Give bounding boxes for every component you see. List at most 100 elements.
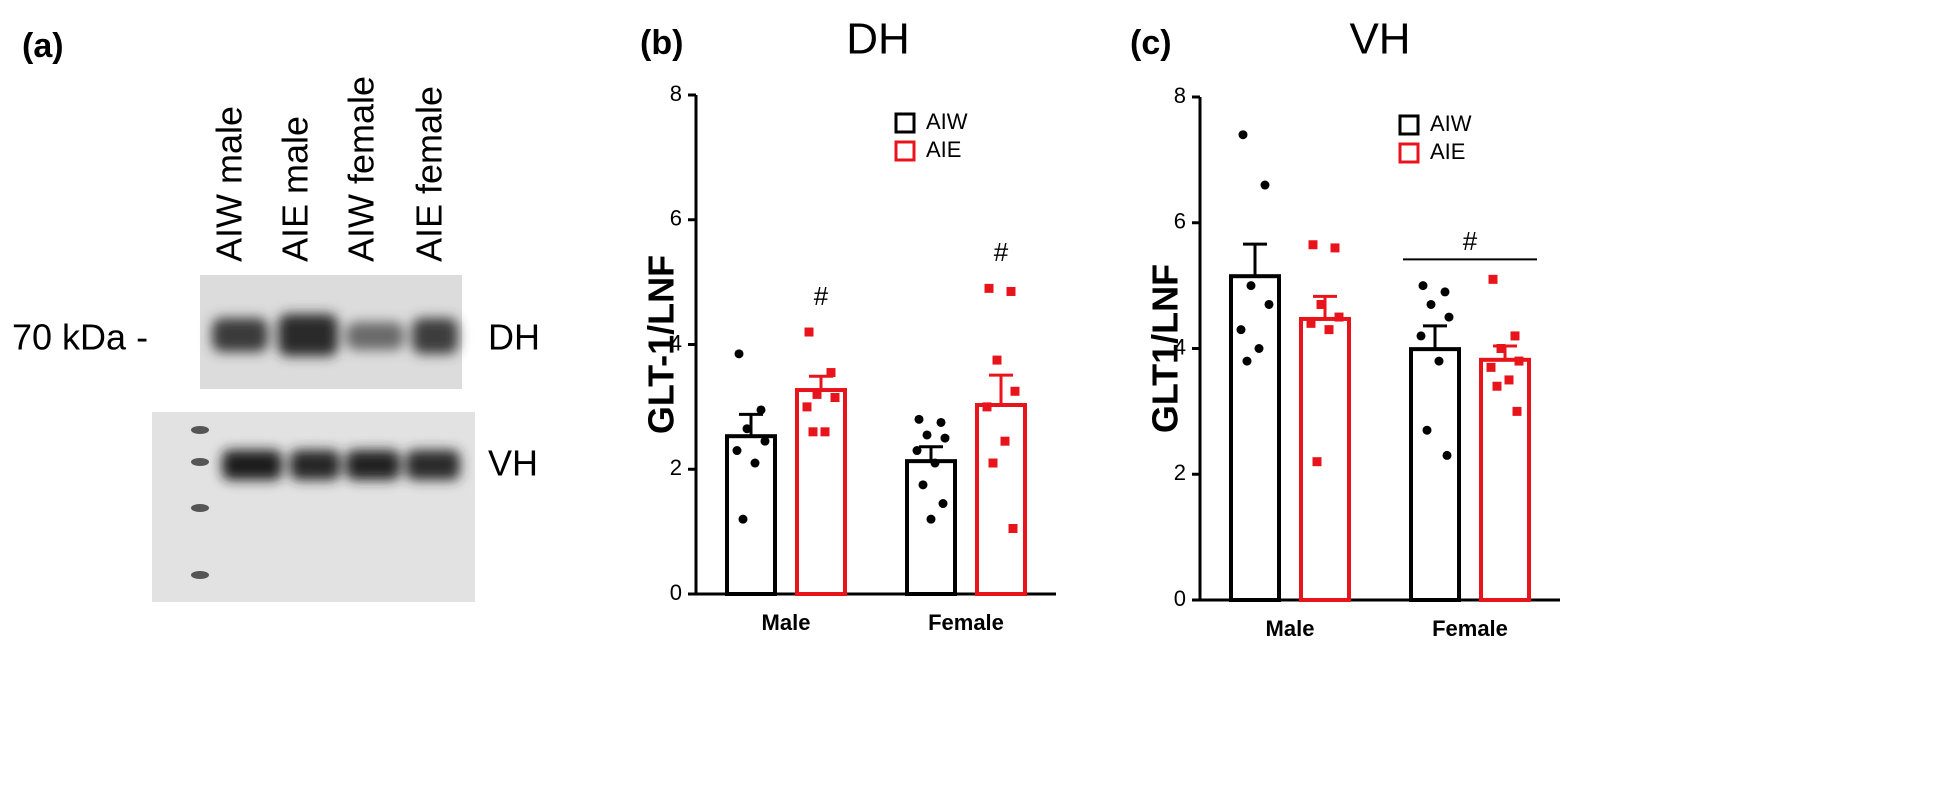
lane-label: AIE male bbox=[275, 116, 316, 262]
legend-marker bbox=[1398, 142, 1420, 164]
row-label: VH bbox=[488, 443, 538, 484]
y-axis-label: GLT-1/LNF bbox=[641, 255, 682, 434]
y-tick-label: 0 bbox=[670, 580, 682, 605]
data-point bbox=[1008, 524, 1018, 534]
data-point bbox=[1510, 331, 1520, 341]
data-point bbox=[1488, 274, 1498, 284]
data-point bbox=[930, 458, 940, 468]
annotation: # bbox=[994, 237, 1009, 267]
data-point bbox=[938, 499, 948, 509]
data-point bbox=[738, 514, 748, 524]
bar bbox=[1479, 357, 1531, 602]
data-point bbox=[826, 368, 836, 378]
data-point bbox=[1312, 457, 1322, 467]
y-tick-label: 4 bbox=[670, 330, 682, 355]
legend-label: AIW bbox=[1430, 111, 1472, 136]
data-point bbox=[912, 446, 922, 456]
data-point bbox=[812, 389, 822, 399]
data-point bbox=[750, 458, 760, 468]
data-point bbox=[756, 405, 766, 415]
legend-label: AIE bbox=[1430, 139, 1465, 164]
data-point bbox=[1444, 312, 1454, 322]
legend-marker bbox=[1398, 114, 1420, 136]
bar bbox=[725, 434, 777, 596]
data-point bbox=[1236, 325, 1246, 335]
data-point bbox=[1486, 362, 1496, 372]
data-point bbox=[1264, 299, 1274, 309]
data-point bbox=[1242, 356, 1252, 366]
annotation: # bbox=[814, 281, 829, 311]
legend-label: AIW bbox=[926, 109, 968, 134]
data-point bbox=[1442, 450, 1452, 460]
data-point bbox=[1330, 243, 1340, 253]
data-point bbox=[820, 427, 830, 437]
y-tick-label: 4 bbox=[1174, 334, 1186, 359]
data-point bbox=[742, 424, 752, 434]
ladder bbox=[191, 426, 209, 579]
blot-dh-bands bbox=[212, 314, 458, 356]
chart-title: VH bbox=[1349, 15, 1410, 64]
data-point bbox=[1006, 286, 1016, 296]
blot-vh-bands bbox=[222, 450, 460, 480]
data-point bbox=[922, 430, 932, 440]
lane-labels: AIW male AIE male AIW female AIE female bbox=[209, 76, 450, 262]
data-point bbox=[1416, 331, 1426, 341]
data-point bbox=[1000, 436, 1010, 446]
data-point bbox=[808, 427, 818, 437]
data-point bbox=[734, 349, 744, 359]
y-tick-label: 0 bbox=[1174, 586, 1186, 611]
data-point bbox=[1422, 425, 1432, 435]
row-label: DH bbox=[488, 317, 540, 358]
data-point bbox=[1246, 281, 1256, 291]
y-tick-label: 6 bbox=[1174, 209, 1186, 234]
annotation: # bbox=[1463, 226, 1478, 256]
data-point bbox=[982, 402, 992, 412]
data-point bbox=[804, 327, 814, 337]
y-tick-label: 2 bbox=[670, 455, 682, 480]
data-point bbox=[1306, 318, 1316, 328]
marker-label: 70 kDa - bbox=[12, 317, 148, 358]
y-tick-label: 2 bbox=[1174, 460, 1186, 485]
data-point bbox=[1334, 312, 1344, 322]
data-point bbox=[1514, 356, 1524, 366]
data-point bbox=[760, 436, 770, 446]
legend-marker bbox=[894, 112, 916, 134]
data-point bbox=[988, 458, 998, 468]
chart-title: DH bbox=[846, 15, 910, 64]
data-point bbox=[1426, 299, 1436, 309]
data-point bbox=[1440, 287, 1450, 297]
data-point bbox=[1316, 299, 1326, 309]
data-point bbox=[1238, 130, 1248, 140]
data-point bbox=[1260, 180, 1270, 190]
bar bbox=[1299, 316, 1351, 602]
y-tick-label: 8 bbox=[670, 81, 682, 106]
lane-label: AIE female bbox=[409, 86, 450, 262]
data-point bbox=[1324, 325, 1334, 335]
bar bbox=[795, 388, 847, 596]
bar bbox=[975, 403, 1027, 596]
data-point bbox=[1308, 240, 1318, 250]
data-point bbox=[940, 433, 950, 443]
legend-label: AIE bbox=[926, 137, 961, 162]
data-point bbox=[926, 514, 936, 524]
bar bbox=[905, 459, 957, 596]
data-point bbox=[1512, 406, 1522, 416]
data-point bbox=[1504, 375, 1514, 385]
panel-label: (c) bbox=[1130, 24, 1172, 62]
data-point bbox=[918, 480, 928, 490]
data-point bbox=[1496, 344, 1506, 353]
data-point bbox=[1010, 386, 1020, 396]
data-point bbox=[984, 283, 994, 293]
data-point bbox=[1434, 356, 1444, 366]
data-point bbox=[1492, 381, 1502, 391]
data-point bbox=[992, 355, 1002, 365]
legend-marker bbox=[894, 140, 916, 162]
x-tick-label: Female bbox=[1432, 616, 1508, 641]
data-point bbox=[732, 446, 742, 456]
data-point bbox=[1418, 281, 1428, 291]
panel-label: (a) bbox=[22, 27, 64, 65]
data-point bbox=[1254, 344, 1264, 353]
bar bbox=[1229, 274, 1281, 602]
